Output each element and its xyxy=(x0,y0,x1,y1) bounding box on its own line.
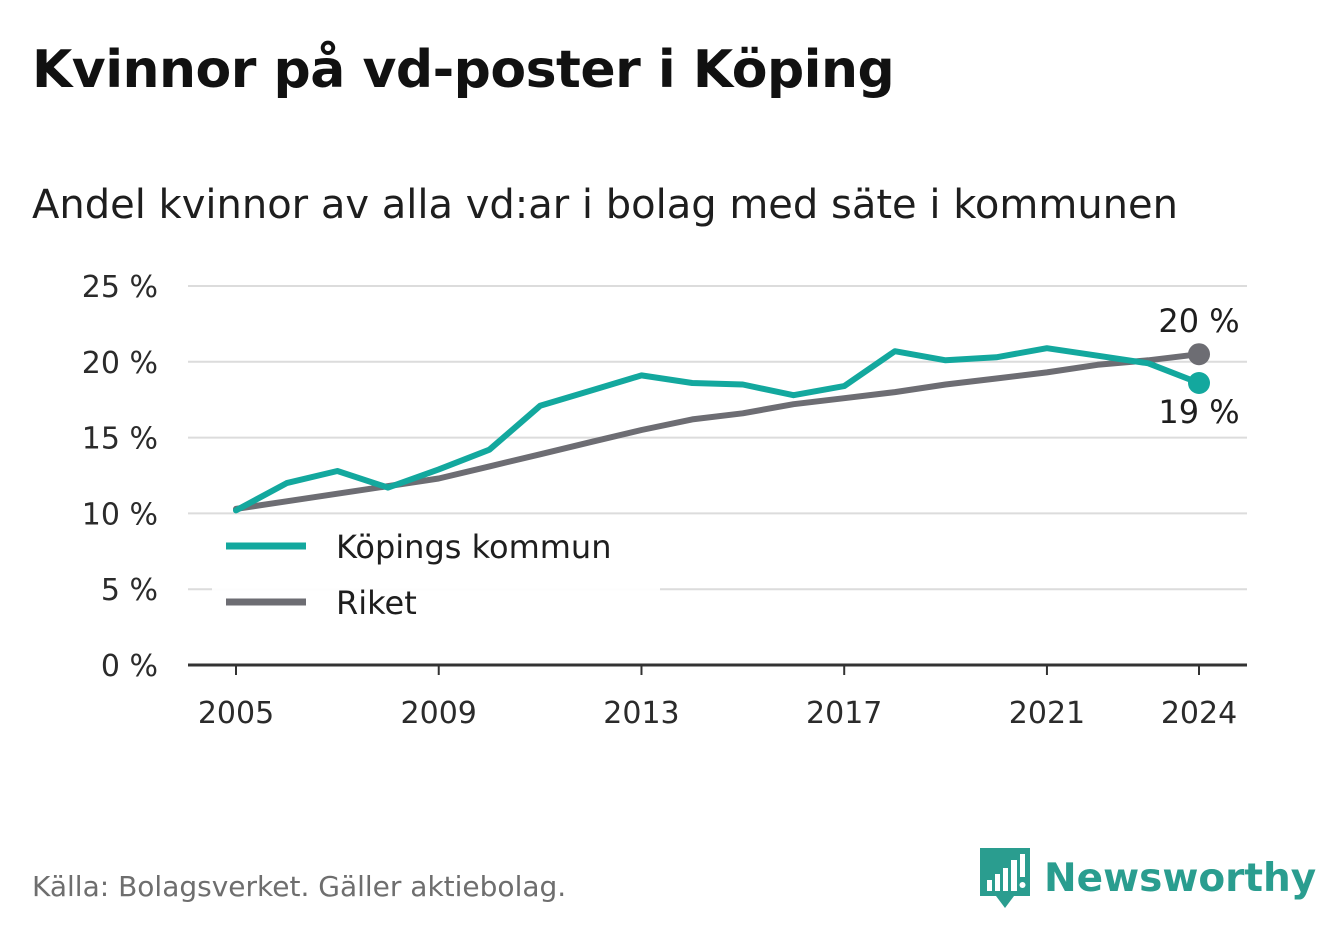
brand-name: Newsworthy xyxy=(1044,855,1317,901)
newsworthy-logo-icon xyxy=(980,848,1030,908)
x-tick-label: 2005 xyxy=(198,696,274,731)
source-note: Källa: Bolagsverket. Gäller aktiebolag. xyxy=(32,870,567,903)
x-tick-label: 2013 xyxy=(603,696,679,731)
legend-label-riket: Riket xyxy=(336,584,417,622)
x-tick-label: 2021 xyxy=(1009,696,1085,731)
y-tick-label: 10 % xyxy=(82,497,158,532)
x-tick-label: 2017 xyxy=(806,696,882,731)
y-tick-label: 25 % xyxy=(82,270,158,305)
chart-title: Kvinnor på vd-poster i Köping xyxy=(32,40,895,100)
series-line-kopings-kommun xyxy=(233,345,1202,514)
y-tick-label: 0 % xyxy=(101,649,158,684)
x-tick-label: 2024 xyxy=(1161,696,1237,731)
chart-subtitle: Andel kvinnor av alla vd:ar i bolag med … xyxy=(32,182,1178,228)
end-label-kopings-kommun: 19 % xyxy=(1158,393,1239,431)
y-tick-label: 5 % xyxy=(101,573,158,608)
x-tick-label: 2009 xyxy=(401,696,477,731)
newsworthy-logo: Newsworthy xyxy=(980,848,1316,908)
legend-box xyxy=(212,516,660,610)
y-tick-label: 15 % xyxy=(82,422,158,457)
end-label-riket: 20 % xyxy=(1158,302,1239,340)
end-point-riket xyxy=(1188,343,1210,366)
y-tick-label: 20 % xyxy=(82,346,158,381)
end-point-kopings-kommun xyxy=(1188,372,1210,395)
legend-label-kopings-kommun: Köpings kommun xyxy=(336,528,611,566)
